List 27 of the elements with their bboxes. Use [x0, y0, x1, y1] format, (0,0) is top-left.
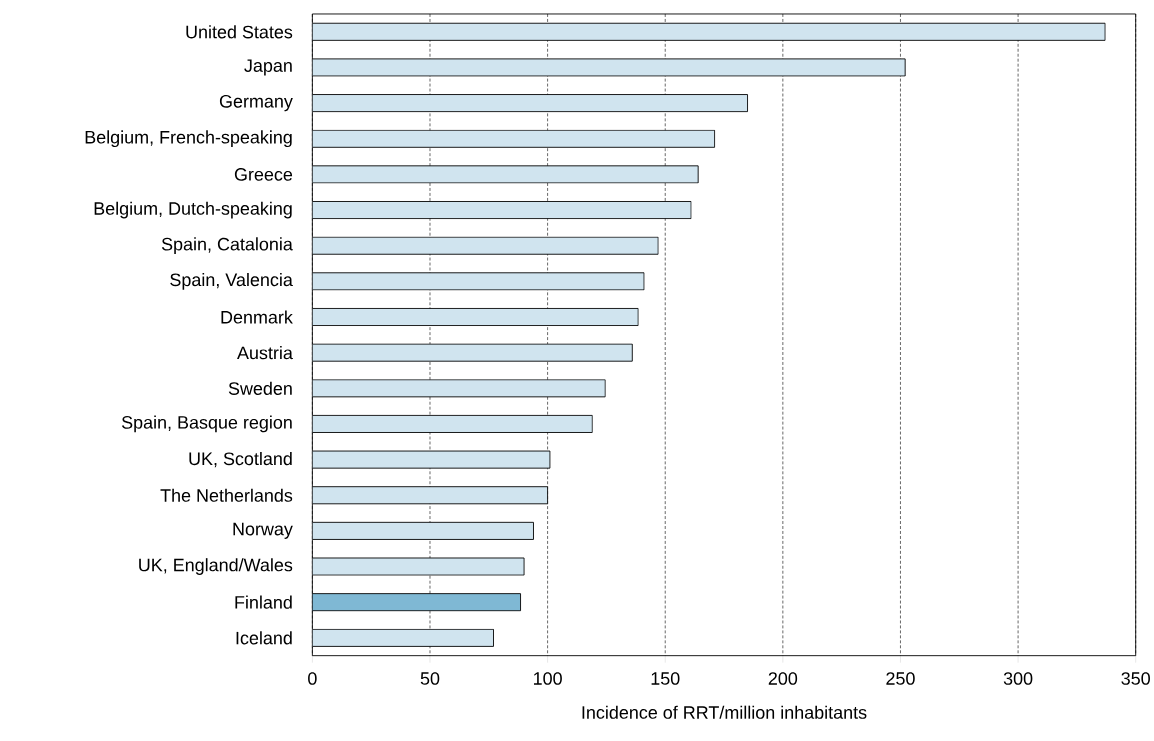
y-tick-label: UK, England/Wales: [139, 557, 293, 575]
y-tick-label: United States: [186, 24, 293, 39]
y-tick-label: Austria: [237, 345, 293, 359]
y-tick-label: Germany: [219, 94, 293, 111]
y-tick-label: Spain, Valencia: [170, 272, 293, 290]
x-tick-label: 150: [651, 671, 680, 685]
y-tick-label: Sweden: [228, 381, 292, 395]
x-tick-label: 350: [1121, 671, 1150, 685]
x-tick-label: 100: [533, 671, 562, 685]
x-tick-label: 250: [886, 671, 915, 685]
y-tick-label: Spain, Catalonia: [161, 237, 293, 254]
y-tick-label: Spain, Basque region: [121, 415, 292, 433]
y-tick-label: The Netherlands: [160, 488, 293, 502]
y-tick-label: Japan: [244, 59, 292, 76]
y-tick-label: Iceland: [236, 631, 292, 645]
y-tick-label: Belgium, French-speaking: [85, 130, 292, 147]
x-axis-title: Incidence of RRT/million inhabitants: [582, 705, 867, 719]
x-tick-label: 0: [308, 671, 317, 685]
x-tick-label: 50: [420, 671, 440, 685]
y-tick-label: UK, Scotland: [189, 451, 292, 468]
y-tick-label: Denmark: [221, 310, 293, 324]
y-tick-label: Greece: [234, 167, 293, 181]
y-tick-label: Norway: [233, 522, 293, 539]
x-tick-label: 200: [768, 671, 798, 685]
y-tick-label: Belgium, Dutch-speaking: [94, 201, 292, 219]
y-tick-label: Finland: [235, 595, 292, 609]
x-tick-label: 300: [1003, 671, 1033, 685]
